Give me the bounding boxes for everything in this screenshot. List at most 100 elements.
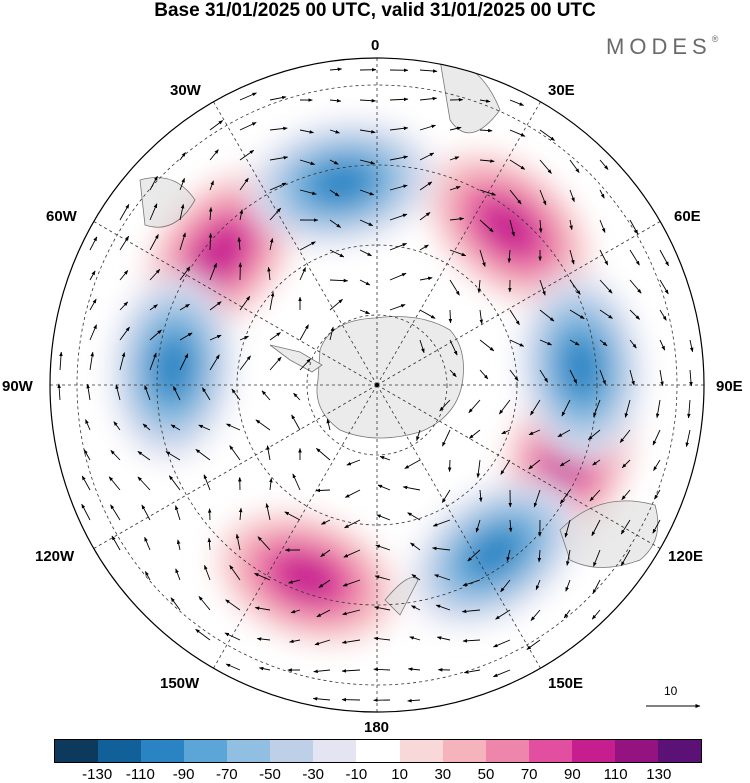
wind-vector xyxy=(530,609,541,621)
wind-vector xyxy=(208,207,213,221)
wind-vector xyxy=(149,269,161,281)
wind-vector xyxy=(289,639,301,644)
wind-vector xyxy=(432,519,451,527)
wind-vector xyxy=(329,159,339,165)
meridian-line xyxy=(376,221,661,386)
wind-vector xyxy=(209,301,222,311)
wind-vector xyxy=(565,579,571,592)
wind-vector xyxy=(479,249,486,267)
wind-vector xyxy=(269,237,274,251)
wind-vector xyxy=(479,219,494,233)
wind-vector xyxy=(119,326,130,341)
wind-vector xyxy=(318,579,331,588)
wind-vector xyxy=(500,459,511,475)
wind-vector xyxy=(314,639,331,646)
wind-vector xyxy=(526,639,541,650)
wind-vector xyxy=(341,639,361,644)
wind-vector xyxy=(198,596,211,611)
latitude-circle xyxy=(156,164,598,606)
wind-vector xyxy=(359,189,375,196)
lon-label-90e: 90E xyxy=(716,378,743,395)
wind-vector xyxy=(659,309,667,321)
wind-vector xyxy=(359,98,377,103)
meridian-line xyxy=(213,384,378,669)
wind-vector xyxy=(592,579,601,594)
wind-vector xyxy=(432,546,451,551)
wind-vector xyxy=(209,354,220,371)
wind-vector xyxy=(449,249,467,257)
wind-vector xyxy=(563,609,571,619)
wind-vector xyxy=(209,262,217,281)
wind-vector xyxy=(492,669,511,678)
colorbar-tick-label: 90 xyxy=(564,766,581,783)
wind-vector xyxy=(687,399,691,419)
wind-vector xyxy=(329,189,340,197)
wind-vector xyxy=(449,339,458,356)
wind-vector xyxy=(288,579,301,584)
wind-vector xyxy=(509,339,525,347)
wind-vector xyxy=(468,399,481,414)
wind-vector xyxy=(599,159,609,170)
wind-vector xyxy=(419,69,438,73)
wind-vector xyxy=(593,399,601,418)
wind-vector xyxy=(569,219,573,231)
wind-vector xyxy=(149,304,158,311)
wind-vector xyxy=(434,574,451,581)
wind-vector xyxy=(110,504,121,521)
wind-vector xyxy=(539,279,546,296)
meridian-line xyxy=(376,101,541,386)
wind-vector xyxy=(500,579,511,593)
wind-vector xyxy=(254,606,271,611)
lon-label-30e: 30E xyxy=(548,82,575,99)
wind-vector xyxy=(587,429,601,440)
wind-vector xyxy=(202,387,211,401)
wind-vector xyxy=(329,326,334,341)
lon-label-60w: 60W xyxy=(46,208,77,225)
wind-vector xyxy=(599,219,606,233)
wind-vector xyxy=(269,332,281,341)
wind-vector xyxy=(108,476,121,491)
wind-vector xyxy=(119,352,126,371)
wind-vector xyxy=(629,249,640,266)
wind-vector xyxy=(629,309,640,320)
wind-vector xyxy=(239,122,257,131)
colorbar-tick-label: 10 xyxy=(391,766,408,783)
wind-vector xyxy=(231,388,241,401)
wind-vector xyxy=(449,156,460,161)
wind-vector xyxy=(461,609,481,614)
wind-vector xyxy=(265,503,271,521)
wind-vector xyxy=(448,309,453,324)
colorbar-tick-label: -130 xyxy=(82,766,113,783)
wind-vector xyxy=(509,99,525,106)
wind-vector xyxy=(535,579,541,591)
wind-vector xyxy=(389,126,409,131)
wind-vector xyxy=(479,159,495,163)
wind-vector xyxy=(179,177,185,191)
wind-vector xyxy=(569,159,580,174)
colorbar-swatch xyxy=(55,740,99,762)
wind-vector xyxy=(629,279,642,294)
wind-vector xyxy=(89,270,96,281)
wind-vector xyxy=(404,459,421,469)
wind-vector xyxy=(299,241,316,251)
wind-vector xyxy=(419,212,431,221)
wind-vector xyxy=(149,203,158,221)
wind-vector xyxy=(659,339,666,351)
wind-vector xyxy=(237,236,242,251)
wind-vector xyxy=(315,488,331,493)
colorbar-swatch xyxy=(614,740,658,762)
wind-vector xyxy=(389,272,407,281)
wind-vector xyxy=(659,249,669,267)
wind-vector xyxy=(329,219,342,228)
positive-anomaly xyxy=(195,226,245,280)
wind-vector xyxy=(557,429,571,438)
colorbar-swatch xyxy=(571,740,615,762)
wind-vector xyxy=(111,535,121,551)
colorbar-tick-label: -30 xyxy=(302,766,325,783)
wind-vector xyxy=(225,599,241,611)
wind-vector xyxy=(538,219,543,233)
wind-vector xyxy=(269,95,287,101)
wind-vector xyxy=(498,399,511,415)
wind-vector xyxy=(320,549,331,557)
wind-vector xyxy=(619,429,631,443)
